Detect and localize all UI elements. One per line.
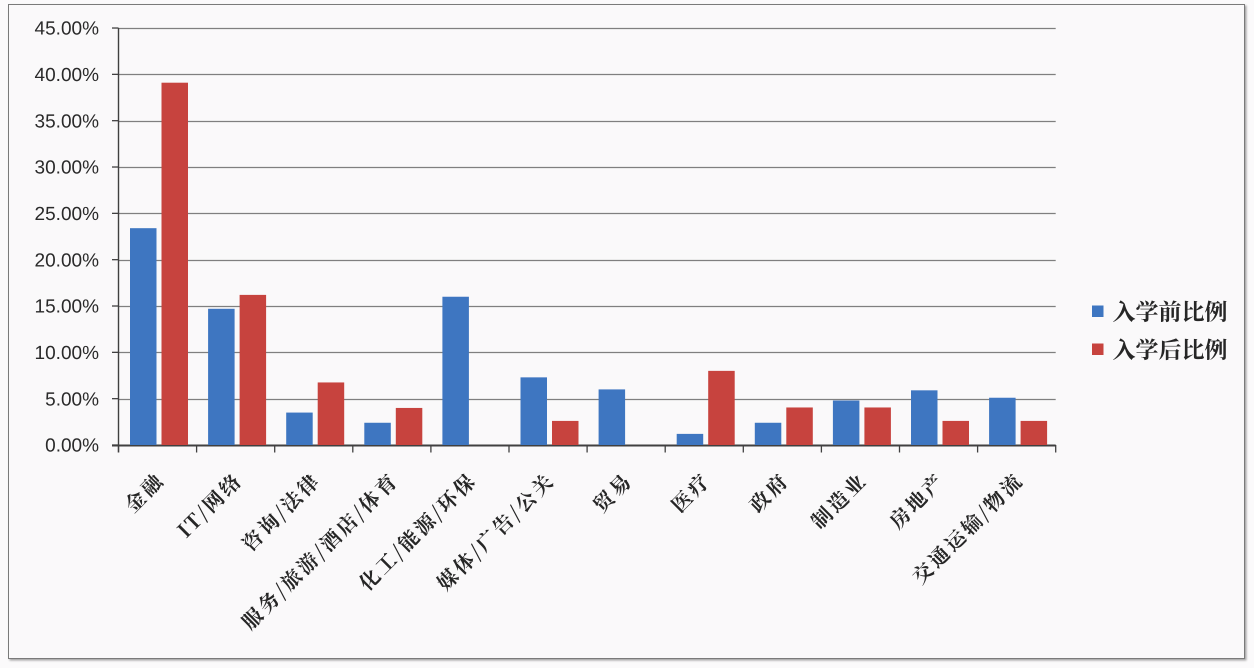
svg-text:25.00%: 25.00% bbox=[35, 204, 100, 225]
svg-text:20.00%: 20.00% bbox=[35, 250, 100, 271]
svg-text:35.00%: 35.00% bbox=[35, 111, 100, 132]
svg-text:40.00%: 40.00% bbox=[35, 65, 100, 86]
svg-text:5.00%: 5.00% bbox=[45, 389, 99, 410]
svg-text:45.00%: 45.00% bbox=[35, 19, 100, 40]
svg-text:10.00%: 10.00% bbox=[35, 343, 100, 364]
svg-text:0.00%: 0.00% bbox=[45, 436, 99, 457]
svg-text:15.00%: 15.00% bbox=[35, 297, 100, 318]
svg-text:30.00%: 30.00% bbox=[35, 158, 100, 179]
